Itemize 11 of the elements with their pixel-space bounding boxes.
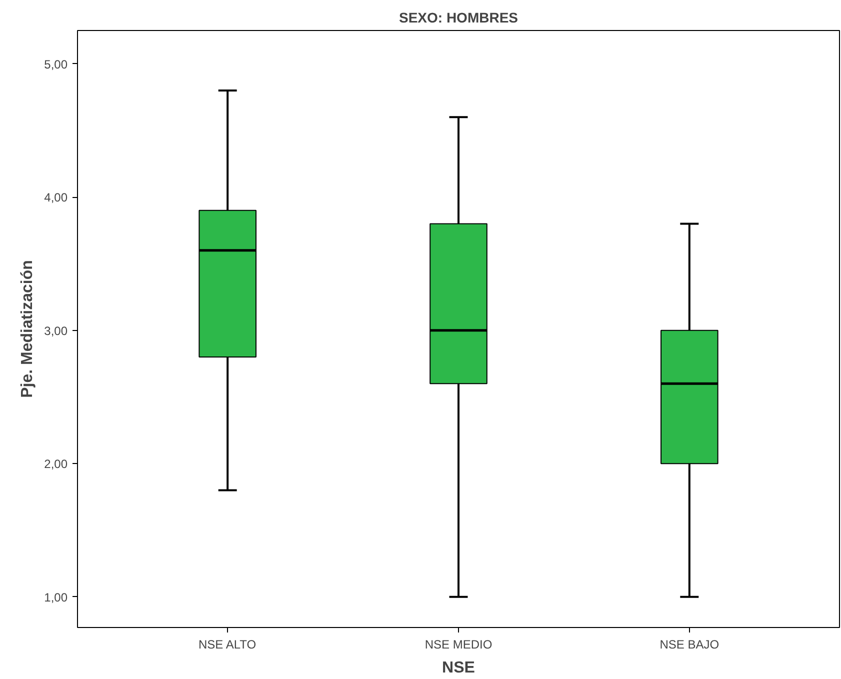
y-tick-label: 3,00 xyxy=(44,324,68,338)
x-tick-label: NSE BAJO xyxy=(660,638,720,652)
y-tick-label: 5,00 xyxy=(44,57,68,72)
x-tick-label: NSE ALTO xyxy=(198,638,256,652)
y-tick-label: 2,00 xyxy=(44,457,68,472)
x-axis-title: NSE xyxy=(442,660,476,676)
x-tick-label: NSE MEDIO xyxy=(424,638,492,652)
y-axis-title: Pje. Mediatización xyxy=(19,260,36,398)
y-tick-label: 4,00 xyxy=(44,190,68,205)
y-tick-label: 1,00 xyxy=(44,590,68,604)
chart-title: SEXO: HOMBRES xyxy=(398,10,518,26)
